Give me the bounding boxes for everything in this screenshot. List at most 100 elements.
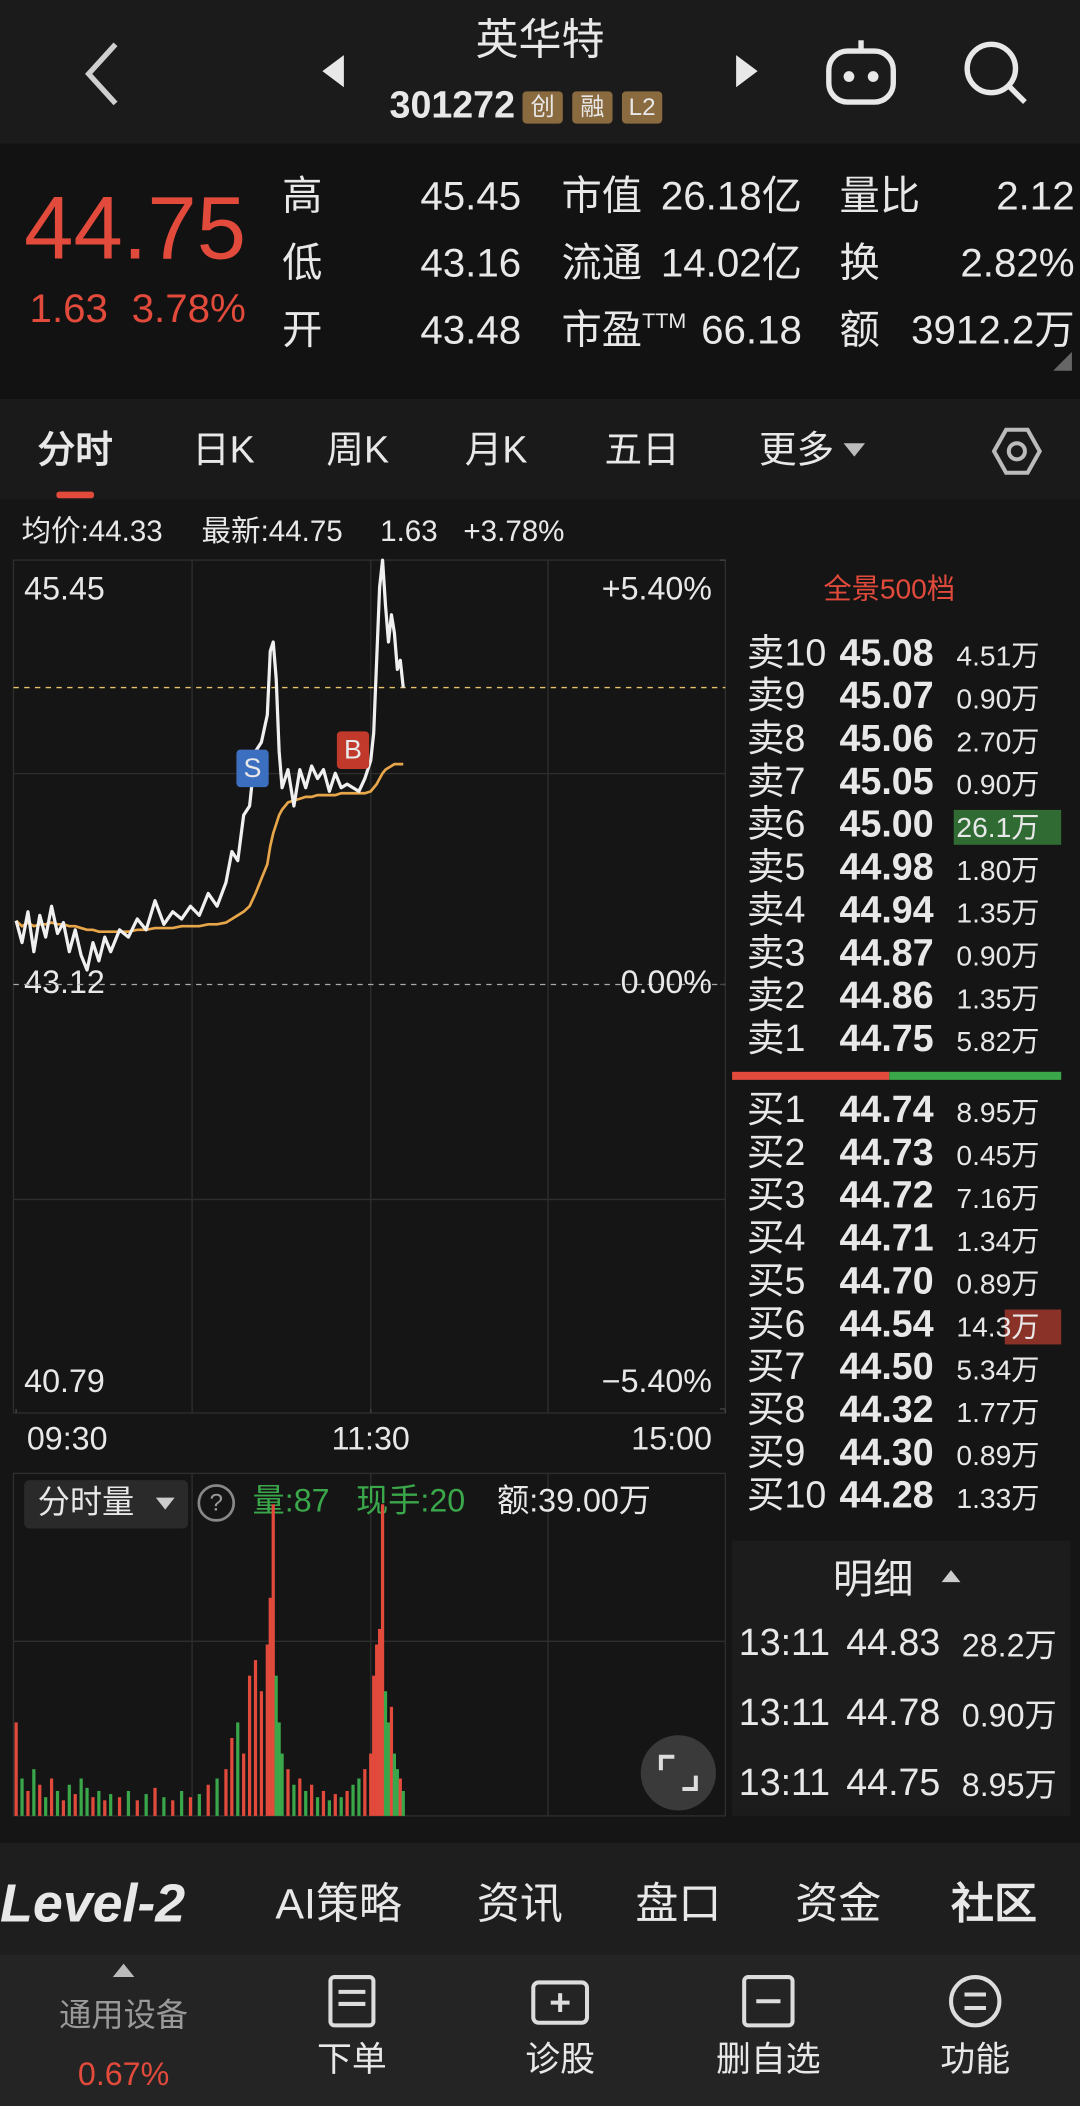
bottom-tab[interactable]: 社区: [951, 1881, 1037, 1929]
stat-value: 2.82%: [960, 241, 1074, 286]
fullscreen-bg: [640, 1735, 716, 1811]
volume-bar: [224, 1769, 228, 1816]
volume-bar: [363, 1769, 367, 1816]
trade-marker: [336, 731, 370, 769]
prev-stock[interactable]: [322, 55, 344, 88]
sector-arrow[interactable]: [112, 1963, 135, 1978]
book-label: 卖6: [747, 803, 806, 845]
volume-bar: [380, 1504, 385, 1816]
search-icon[interactable]: [964, 41, 1027, 104]
book-label: 卖1: [747, 1017, 806, 1059]
book-label: 卖3: [747, 931, 806, 973]
back-button[interactable]: [85, 42, 118, 106]
tab[interactable]: 月K: [465, 429, 528, 471]
tab[interactable]: 五日: [604, 429, 679, 471]
stat-value: 43.16: [420, 241, 521, 286]
search-handle: [1006, 84, 1027, 104]
tab-underline: [56, 491, 95, 499]
footer-action[interactable]: 删自选: [716, 2040, 821, 2079]
trades-arrow[interactable]: [941, 1570, 961, 1583]
volume-bar: [73, 1794, 77, 1816]
volume-selector[interactable]: 分时量: [38, 1484, 135, 1520]
depth-highlight: [1004, 1309, 1062, 1345]
book-price: 44.50: [840, 1345, 934, 1387]
trade-time: 13:11: [739, 1761, 830, 1803]
volume-bar: [236, 1722, 240, 1816]
stock-name: 英华特: [476, 16, 605, 64]
fullscreen-button[interactable]: [640, 1735, 716, 1811]
volume-bar: [38, 1784, 42, 1816]
function-icon: [949, 1975, 1002, 2028]
bottom-tab[interactable]: Level-2: [0, 1873, 185, 1933]
trade-price: 44.83: [846, 1621, 940, 1663]
stat-label: 换: [840, 241, 880, 286]
book-price: 45.06: [840, 717, 934, 759]
book-price: 45.05: [840, 760, 934, 802]
tab[interactable]: 更多: [759, 429, 834, 471]
tab[interactable]: 日K: [192, 429, 255, 471]
volume-bar: [171, 1800, 175, 1816]
book-price: 44.98: [840, 846, 934, 888]
footer-action[interactable]: 功能: [940, 2040, 1010, 2079]
tab[interactable]: 周K: [326, 429, 389, 471]
robot-eye: [867, 71, 879, 82]
book-label: 买1: [747, 1088, 806, 1130]
settings-icon[interactable]: [991, 427, 1043, 475]
book-volume: 1.80万: [956, 854, 1039, 886]
bottom-tab[interactable]: AI策略: [275, 1881, 402, 1929]
price-frame: [12, 559, 727, 1414]
footer-action[interactable]: 下单: [317, 2040, 387, 2079]
book-volume: 0.90万: [956, 939, 1039, 971]
book-volume: 8.95万: [956, 1096, 1039, 1128]
trade-volume: 0.90万: [962, 1697, 1057, 1733]
book-price: 44.32: [840, 1388, 934, 1430]
book-price: 44.94: [840, 888, 934, 930]
stat-value: 43.48: [420, 308, 521, 353]
sector-name[interactable]: 通用设备: [59, 1997, 188, 2033]
bottom-tab[interactable]: 盘口: [635, 1881, 721, 1929]
volume-bar: [339, 1797, 343, 1816]
expand-corner[interactable]: [1053, 351, 1072, 371]
bid-ask-divider: [732, 1071, 890, 1080]
bottom-tab[interactable]: 资金: [795, 1881, 881, 1929]
trade-marker-label: S: [244, 753, 262, 783]
book-label: 卖5: [747, 846, 806, 888]
help-circle[interactable]: [197, 1484, 236, 1522]
book-label: 卖8: [747, 717, 806, 759]
badge-bg: [572, 91, 613, 124]
book-price: 44.54: [840, 1302, 934, 1344]
book-volume: 0.90万: [956, 768, 1039, 800]
book-label: 卖2: [747, 974, 806, 1016]
volume-bar: [67, 1784, 71, 1816]
footer-bg: [0, 1954, 1080, 2106]
trade-time: 13:11: [739, 1691, 830, 1733]
book-volume: 1.35万: [956, 897, 1039, 929]
volume-bar: [277, 1722, 281, 1816]
book-price: 44.72: [840, 1174, 934, 1216]
selector-bg[interactable]: [24, 1480, 189, 1529]
volume-bar: [310, 1784, 314, 1816]
volume-bar: [79, 1778, 83, 1816]
book-volume: 0.45万: [956, 1139, 1039, 1171]
book-label: 卖9: [747, 674, 806, 716]
trades-bg: [732, 1540, 1071, 1816]
book-volume: 5.34万: [956, 1353, 1039, 1385]
book-price: 44.71: [840, 1217, 934, 1259]
y2-tick-label: +5.40%: [602, 570, 712, 606]
volume-bar: [20, 1778, 24, 1816]
stat-value: 14.02亿: [661, 241, 802, 286]
next-stock[interactable]: [736, 55, 758, 88]
settings-hex: [991, 427, 1043, 475]
volume-bar: [197, 1794, 201, 1816]
book-price: 44.73: [840, 1131, 934, 1173]
fullscreen-glyph: [658, 1754, 698, 1792]
robot-icon[interactable]: [826, 40, 896, 105]
footer-action[interactable]: 诊股: [525, 2040, 595, 2079]
y2-tick-label: 0.00%: [621, 964, 712, 1000]
volume-bar: [386, 1722, 391, 1816]
bottom-tab[interactable]: 资讯: [477, 1881, 563, 1929]
quote-bg: [0, 143, 1080, 399]
tab[interactable]: 分时: [38, 429, 113, 471]
help-mark: ?: [210, 1490, 223, 1517]
